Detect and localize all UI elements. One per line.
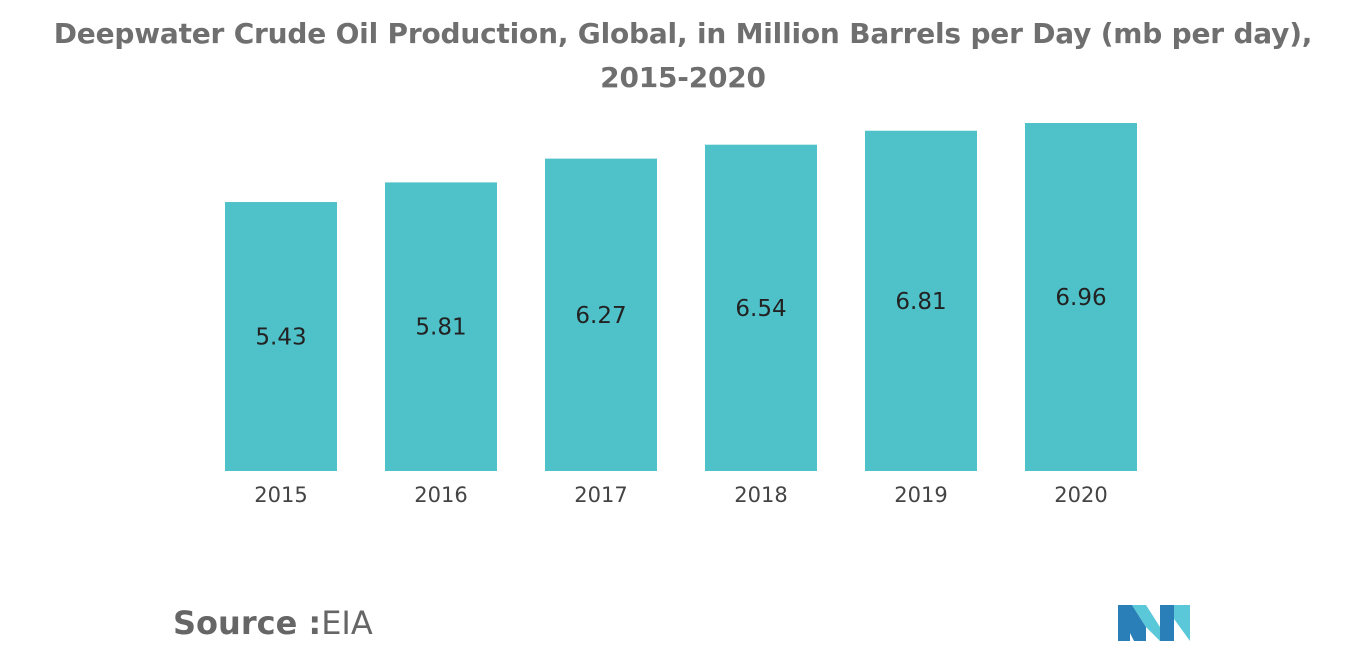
source-label: Source : [173, 604, 322, 642]
brand-logo-icon [1118, 605, 1190, 641]
x-tick-2020: 2020 [1054, 483, 1107, 507]
x-tick-2016: 2016 [414, 483, 467, 507]
x-tick-2015: 2015 [254, 483, 307, 507]
source-note: Source :EIA [173, 604, 373, 642]
data-label-2018: 6.54 [735, 296, 786, 322]
bar-2019 [865, 130, 977, 471]
bar-2015 [225, 202, 337, 471]
data-label-2020: 6.96 [1055, 285, 1106, 311]
bar-2017 [545, 158, 657, 472]
x-tick-2018: 2018 [734, 483, 787, 507]
bar-chart: 5.43 2015 5.81 2016 6.27 2017 6.54 2018 6.81 2019… [225, 123, 1137, 507]
bar-2018 [705, 144, 817, 471]
data-label-2016: 5.81 [415, 315, 466, 341]
source-value: EIA [321, 604, 373, 642]
bar-2020 [1025, 123, 1137, 471]
data-label-2019: 6.81 [895, 289, 946, 315]
x-tick-2017: 2017 [574, 483, 627, 507]
data-label-2017: 6.27 [575, 303, 626, 329]
chart-title: Deepwater Crude Oil Production, Global, … [53, 17, 1313, 94]
x-tick-2019: 2019 [894, 483, 947, 507]
bar-2016 [385, 182, 497, 471]
data-label-2015: 5.43 [255, 325, 306, 351]
